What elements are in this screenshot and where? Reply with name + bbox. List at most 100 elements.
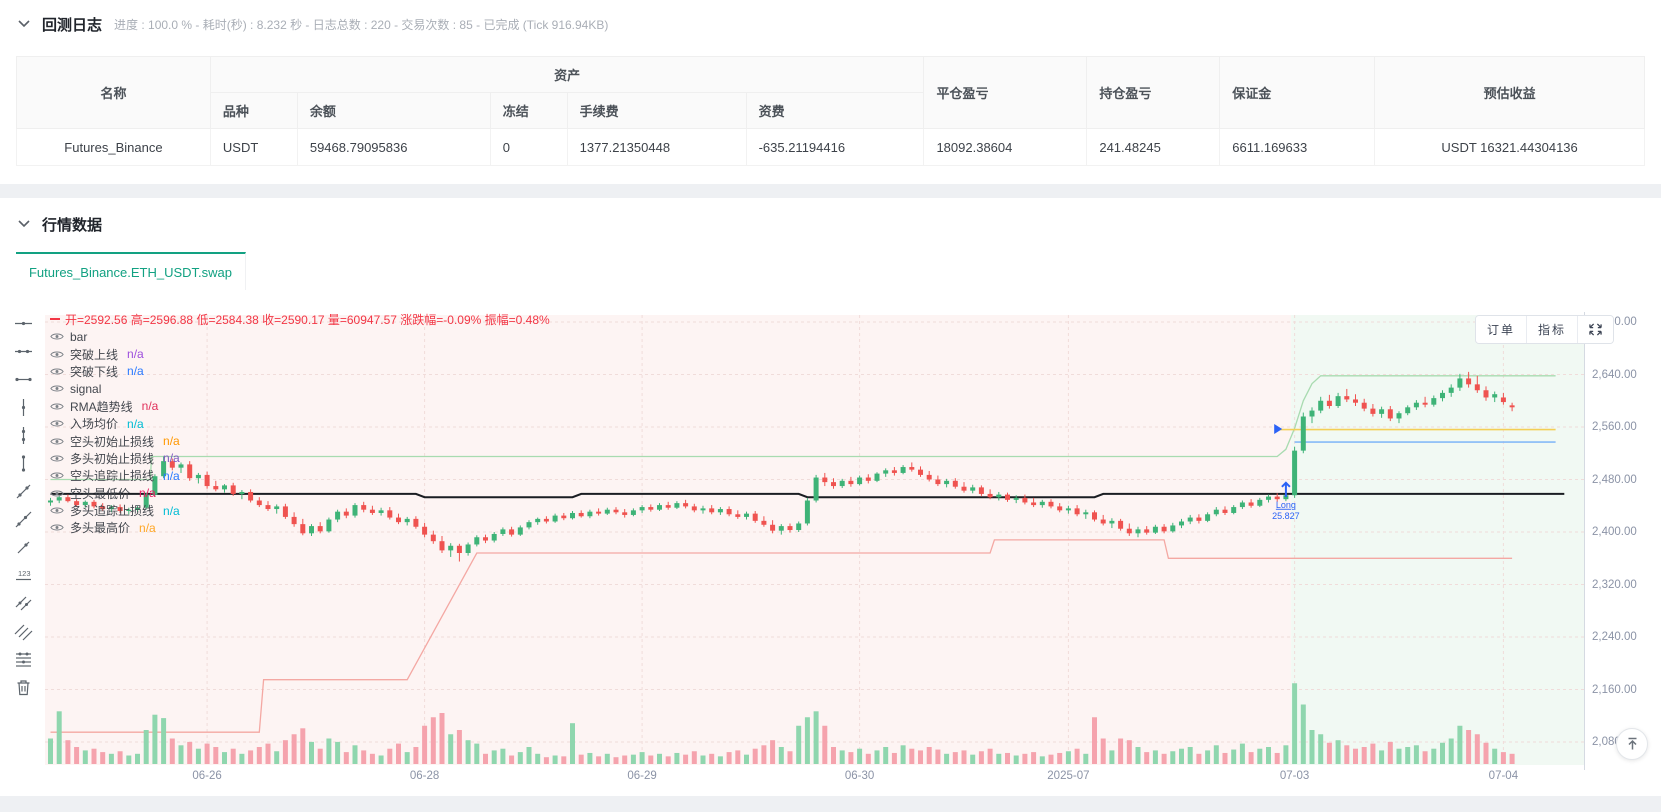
y-tick-label: 2,560.00 bbox=[1592, 421, 1637, 433]
fullscreen-button[interactable] bbox=[1578, 316, 1614, 343]
x-tick-label: 06-30 bbox=[844, 770, 875, 782]
horizontal-ray-tool[interactable] bbox=[12, 370, 34, 389]
parallel-lines-tool[interactable] bbox=[12, 594, 34, 613]
legend-value: n/a bbox=[139, 520, 156, 535]
x-tick-label: 06-26 bbox=[192, 770, 222, 782]
legend-item[interactable]: 空头追踪止损线 n/a bbox=[50, 467, 550, 484]
legend-item[interactable]: 突破下线 n/a bbox=[50, 363, 550, 380]
chart-area: 123 Long 25.827 开=2592.56 高=2596.88 低=258… bbox=[0, 302, 1661, 796]
market-data-section: 行情数据 Futures_Binance.ETH_USDT.swap 123 L… bbox=[0, 198, 1661, 796]
x-tick-label: 07-03 bbox=[1279, 770, 1310, 782]
legend-value: n/a bbox=[127, 416, 144, 431]
eye-icon bbox=[50, 525, 64, 531]
legend-item[interactable]: signal bbox=[50, 380, 550, 397]
col-fee: 手续费 bbox=[566, 92, 747, 129]
fullscreen-icon bbox=[1589, 323, 1602, 336]
eye-icon bbox=[50, 438, 64, 445]
scroll-to-top-button[interactable] bbox=[1616, 728, 1648, 760]
legend-item[interactable]: 空头初始止损线 n/a bbox=[50, 432, 550, 449]
y-tick-label: 2,400.00 bbox=[1592, 526, 1637, 538]
col-est-profit: 预估收益 bbox=[1374, 56, 1645, 129]
price-channel-tool[interactable] bbox=[12, 622, 34, 641]
legend-value: n/a bbox=[163, 451, 180, 466]
legend-item[interactable]: bar bbox=[50, 328, 550, 345]
ray-tool[interactable] bbox=[12, 510, 34, 529]
legend-item[interactable]: 多头最高价 n/a bbox=[50, 519, 550, 536]
vertical-ray-tool[interactable] bbox=[12, 454, 34, 473]
legend-item[interactable]: 多头追踪止损线 n/a bbox=[50, 502, 550, 519]
legend-label: RMA趋势线 bbox=[70, 399, 133, 414]
col-margin: 保证金 bbox=[1219, 56, 1376, 129]
legend-item[interactable]: 多头初始止损线 n/a bbox=[50, 450, 550, 467]
svg-text:25.827: 25.827 bbox=[1272, 511, 1300, 521]
eye-icon bbox=[50, 420, 64, 427]
y-tick-label: 2,640.00 bbox=[1592, 368, 1637, 381]
svg-text:123: 123 bbox=[18, 569, 31, 578]
eye-icon bbox=[50, 333, 64, 340]
x-tick-label: 07-04 bbox=[1488, 770, 1519, 782]
market-data-title: 行情数据 bbox=[42, 216, 103, 234]
legend-label: 多头最高价 bbox=[70, 521, 131, 536]
legend-label: 突破上线 bbox=[70, 347, 119, 362]
legend-item[interactable]: 入场均价 n/a bbox=[50, 415, 550, 432]
legend-label: bar bbox=[70, 329, 88, 344]
collapse-chevron-icon[interactable] bbox=[16, 16, 32, 32]
cell-balance: 59468.79095836 bbox=[296, 128, 491, 166]
cell-est-profit: USDT 16321.44304136 bbox=[1374, 128, 1645, 166]
legend-value: n/a bbox=[127, 364, 144, 379]
vertical-line-tool[interactable] bbox=[12, 398, 34, 417]
chart-button-group: 订单 指标 bbox=[1475, 315, 1615, 344]
cell-frozen: 0 bbox=[489, 128, 568, 166]
legend-label: 入场均价 bbox=[70, 417, 119, 432]
backtest-log-title: 回测日志 bbox=[42, 16, 103, 34]
extended-line-tool[interactable] bbox=[12, 538, 34, 557]
legend-label: 多头追踪止损线 bbox=[70, 504, 155, 519]
trend-line-tool[interactable] bbox=[12, 482, 34, 501]
eye-icon bbox=[50, 368, 64, 375]
legend-label: 多头初始止损线 bbox=[70, 451, 155, 466]
cell-name: Futures_Binance bbox=[16, 128, 211, 166]
legend-item[interactable]: 突破上线 n/a bbox=[50, 345, 550, 362]
y-tick-label: 2,160.00 bbox=[1592, 683, 1637, 696]
y-tick-label: 2,320.00 bbox=[1592, 578, 1637, 591]
x-tick-label: 06-28 bbox=[409, 770, 440, 782]
legend-label: 突破下线 bbox=[70, 364, 119, 379]
legend-label: signal bbox=[70, 381, 102, 396]
chart-legend: 开=2592.56 高=2596.88 低=2584.38 收=2590.17 … bbox=[50, 310, 550, 537]
legend-item[interactable]: RMA趋势线 n/a bbox=[50, 398, 550, 415]
vertical-segment-tool[interactable] bbox=[12, 426, 34, 445]
drawing-toolbar: 123 bbox=[12, 314, 34, 697]
x-tick-label: 06-29 bbox=[627, 770, 657, 782]
fib-retracement-tool[interactable] bbox=[12, 650, 34, 669]
indicators-button[interactable]: 指标 bbox=[1527, 316, 1579, 343]
x-tick-label: 2025-07 bbox=[1047, 770, 1090, 782]
cell-variety: USDT bbox=[209, 128, 298, 166]
orders-button[interactable]: 订单 bbox=[1476, 316, 1528, 343]
collapse-chevron-icon[interactable] bbox=[16, 216, 32, 232]
col-name: 名称 bbox=[16, 56, 211, 129]
legend-label: 空头最低价 bbox=[70, 486, 131, 501]
asset-table: 名称 资产 平仓盈亏 持仓盈亏 保证金 预估收益 品种 余额 冻结 手续费 资费… bbox=[16, 56, 1645, 166]
legend-label: 空头追踪止损线 bbox=[70, 469, 155, 484]
col-closed-pnl: 平仓盈亏 bbox=[923, 56, 1088, 129]
horizontal-line-tool[interactable] bbox=[12, 314, 34, 333]
legend-value: n/a bbox=[139, 486, 156, 501]
cell-margin: 6611.169633 bbox=[1219, 128, 1376, 166]
legend-value: n/a bbox=[163, 503, 180, 518]
horizontal-segment-tool[interactable] bbox=[12, 342, 34, 361]
eye-icon bbox=[50, 472, 64, 479]
cell-fee: 1377.21350448 bbox=[566, 128, 747, 166]
legend-value: n/a bbox=[163, 468, 180, 483]
price-line-tool[interactable]: 123 bbox=[12, 566, 34, 585]
cell-closed-pnl: 18092.38604 bbox=[923, 128, 1088, 166]
cell-funding: -635.21194416 bbox=[745, 128, 925, 166]
svg-text:Long: Long bbox=[1276, 500, 1296, 510]
delete-drawings-tool[interactable] bbox=[12, 678, 34, 697]
table-row: Futures_Binance USDT 59468.79095836 0 13… bbox=[16, 128, 1645, 166]
tab-symbol[interactable]: Futures_Binance.ETH_USDT.swap bbox=[16, 252, 246, 290]
eye-icon bbox=[50, 403, 64, 410]
arrow-to-top-icon bbox=[1627, 737, 1637, 750]
col-frozen: 冻结 bbox=[489, 92, 568, 129]
legend-item[interactable]: 空头最低价 n/a bbox=[50, 485, 550, 502]
